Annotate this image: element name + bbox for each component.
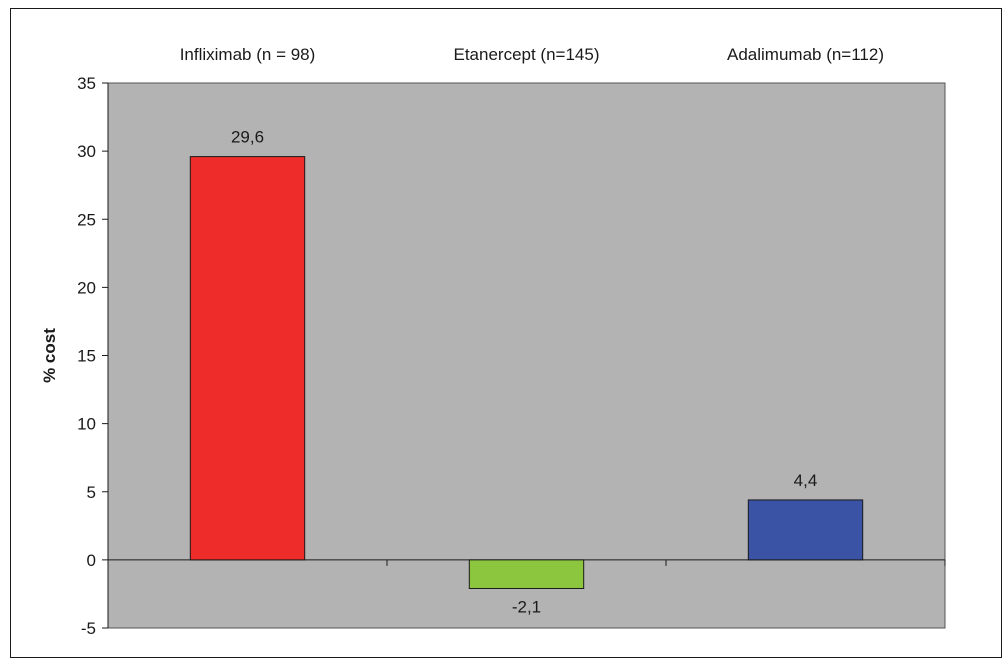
y-tick-label: 30	[77, 142, 96, 161]
y-tick-label: 25	[77, 210, 96, 229]
y-tick-label: 20	[77, 278, 96, 297]
y-axis-title: % cost	[40, 328, 59, 383]
data-label: 4,4	[794, 471, 818, 490]
y-tick-label: 35	[77, 74, 96, 93]
data-label: -2,1	[512, 597, 541, 616]
bar	[189, 156, 306, 561]
y-tick-label: 5	[87, 483, 96, 502]
y-axis: 35 30 25 20 15 10 5 0 -5	[77, 74, 946, 638]
bar	[747, 499, 864, 561]
bar	[468, 559, 585, 589]
y-tick-label: 10	[77, 415, 96, 434]
category-labels: Infliximab (n = 98) Etanercept (n=145) Ada…	[180, 45, 884, 64]
data-label: 29,6	[231, 128, 264, 147]
y-tick-label: 15	[77, 347, 96, 366]
category-label: Etanercept (n=145)	[453, 45, 599, 64]
category-label: Infliximab (n = 98)	[180, 45, 316, 64]
y-tick-label: 0	[87, 551, 96, 570]
bars: 29,6 -2,1 4,4	[189, 128, 864, 616]
y-tick-label: -5	[81, 619, 96, 638]
category-label: Adalimumab (n=112)	[727, 45, 884, 64]
